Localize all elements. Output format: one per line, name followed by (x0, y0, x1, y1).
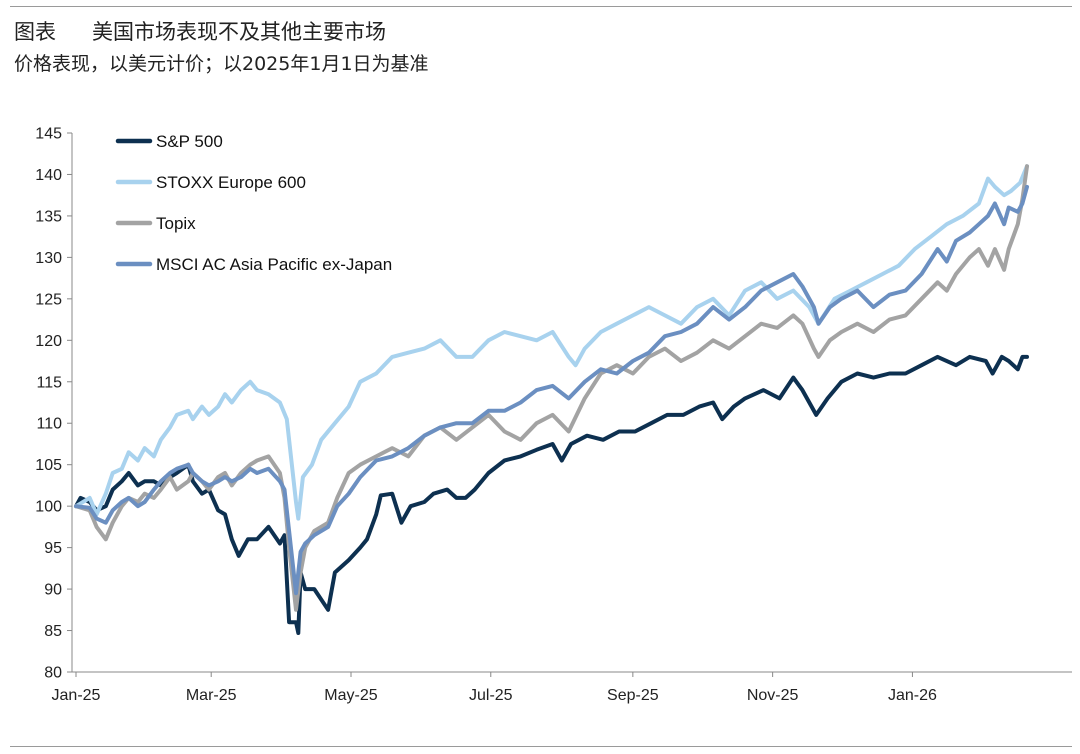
x-tick-label: May-25 (324, 687, 377, 704)
y-tick-label: 105 (35, 457, 62, 474)
series-line-stoxx-europe-600 (74, 164, 1029, 521)
chart-series (74, 164, 1029, 635)
y-tick-label: 115 (36, 374, 62, 391)
series-line-s-p-500 (74, 354, 1029, 635)
y-tick-label: 120 (35, 333, 62, 350)
chart-title: 美国市场表现不及其他主要市场 (92, 20, 386, 44)
y-tick-label: 95 (44, 540, 62, 557)
y-tick-label: 145 (35, 126, 62, 143)
x-tick-label: Jan-25 (52, 687, 101, 704)
series-line-msci-ac-asia-pacific-ex-japan (74, 184, 1029, 596)
y-tick-label: 85 (44, 623, 62, 640)
legend-label: S&P 500 (156, 132, 223, 151)
y-tick-label: 130 (35, 250, 62, 267)
x-tick-label: Mar-25 (186, 687, 237, 704)
y-tick-label: 135 (35, 208, 62, 225)
x-tick-label: Nov-25 (747, 687, 799, 704)
y-tick-label: 90 (44, 582, 62, 599)
top-rule (10, 6, 1072, 7)
figure-label: 图表 (14, 20, 56, 44)
x-tick-label: Sep-25 (607, 687, 659, 704)
legend-label: MSCI AC Asia Pacific ex-Japan (156, 255, 392, 274)
y-tick-label: 80 (44, 665, 62, 682)
x-tick-label: Jul-25 (469, 687, 513, 704)
chart-legend: S&P 500 STOXX Europe 600 Topix MSCI AC Asia… (115, 132, 392, 274)
legend-label: STOXX Europe 600 (156, 173, 306, 192)
legend-label: Topix (156, 214, 196, 233)
y-tick-label: 140 (35, 167, 62, 184)
chart-axes: 80 85 90 95 100 105 110 115 120 125 130 135 140 145 Ja… (35, 126, 1072, 704)
y-tick-label: 100 (35, 499, 62, 516)
chart-subtitle: 价格表现，以美元计价；以2025年1月1日为基准 (14, 53, 429, 75)
x-tick-label: Jan-26 (888, 687, 937, 704)
bottom-rule (10, 746, 1072, 747)
y-tick-label: 110 (36, 416, 62, 433)
y-tick-label: 125 (35, 291, 62, 308)
